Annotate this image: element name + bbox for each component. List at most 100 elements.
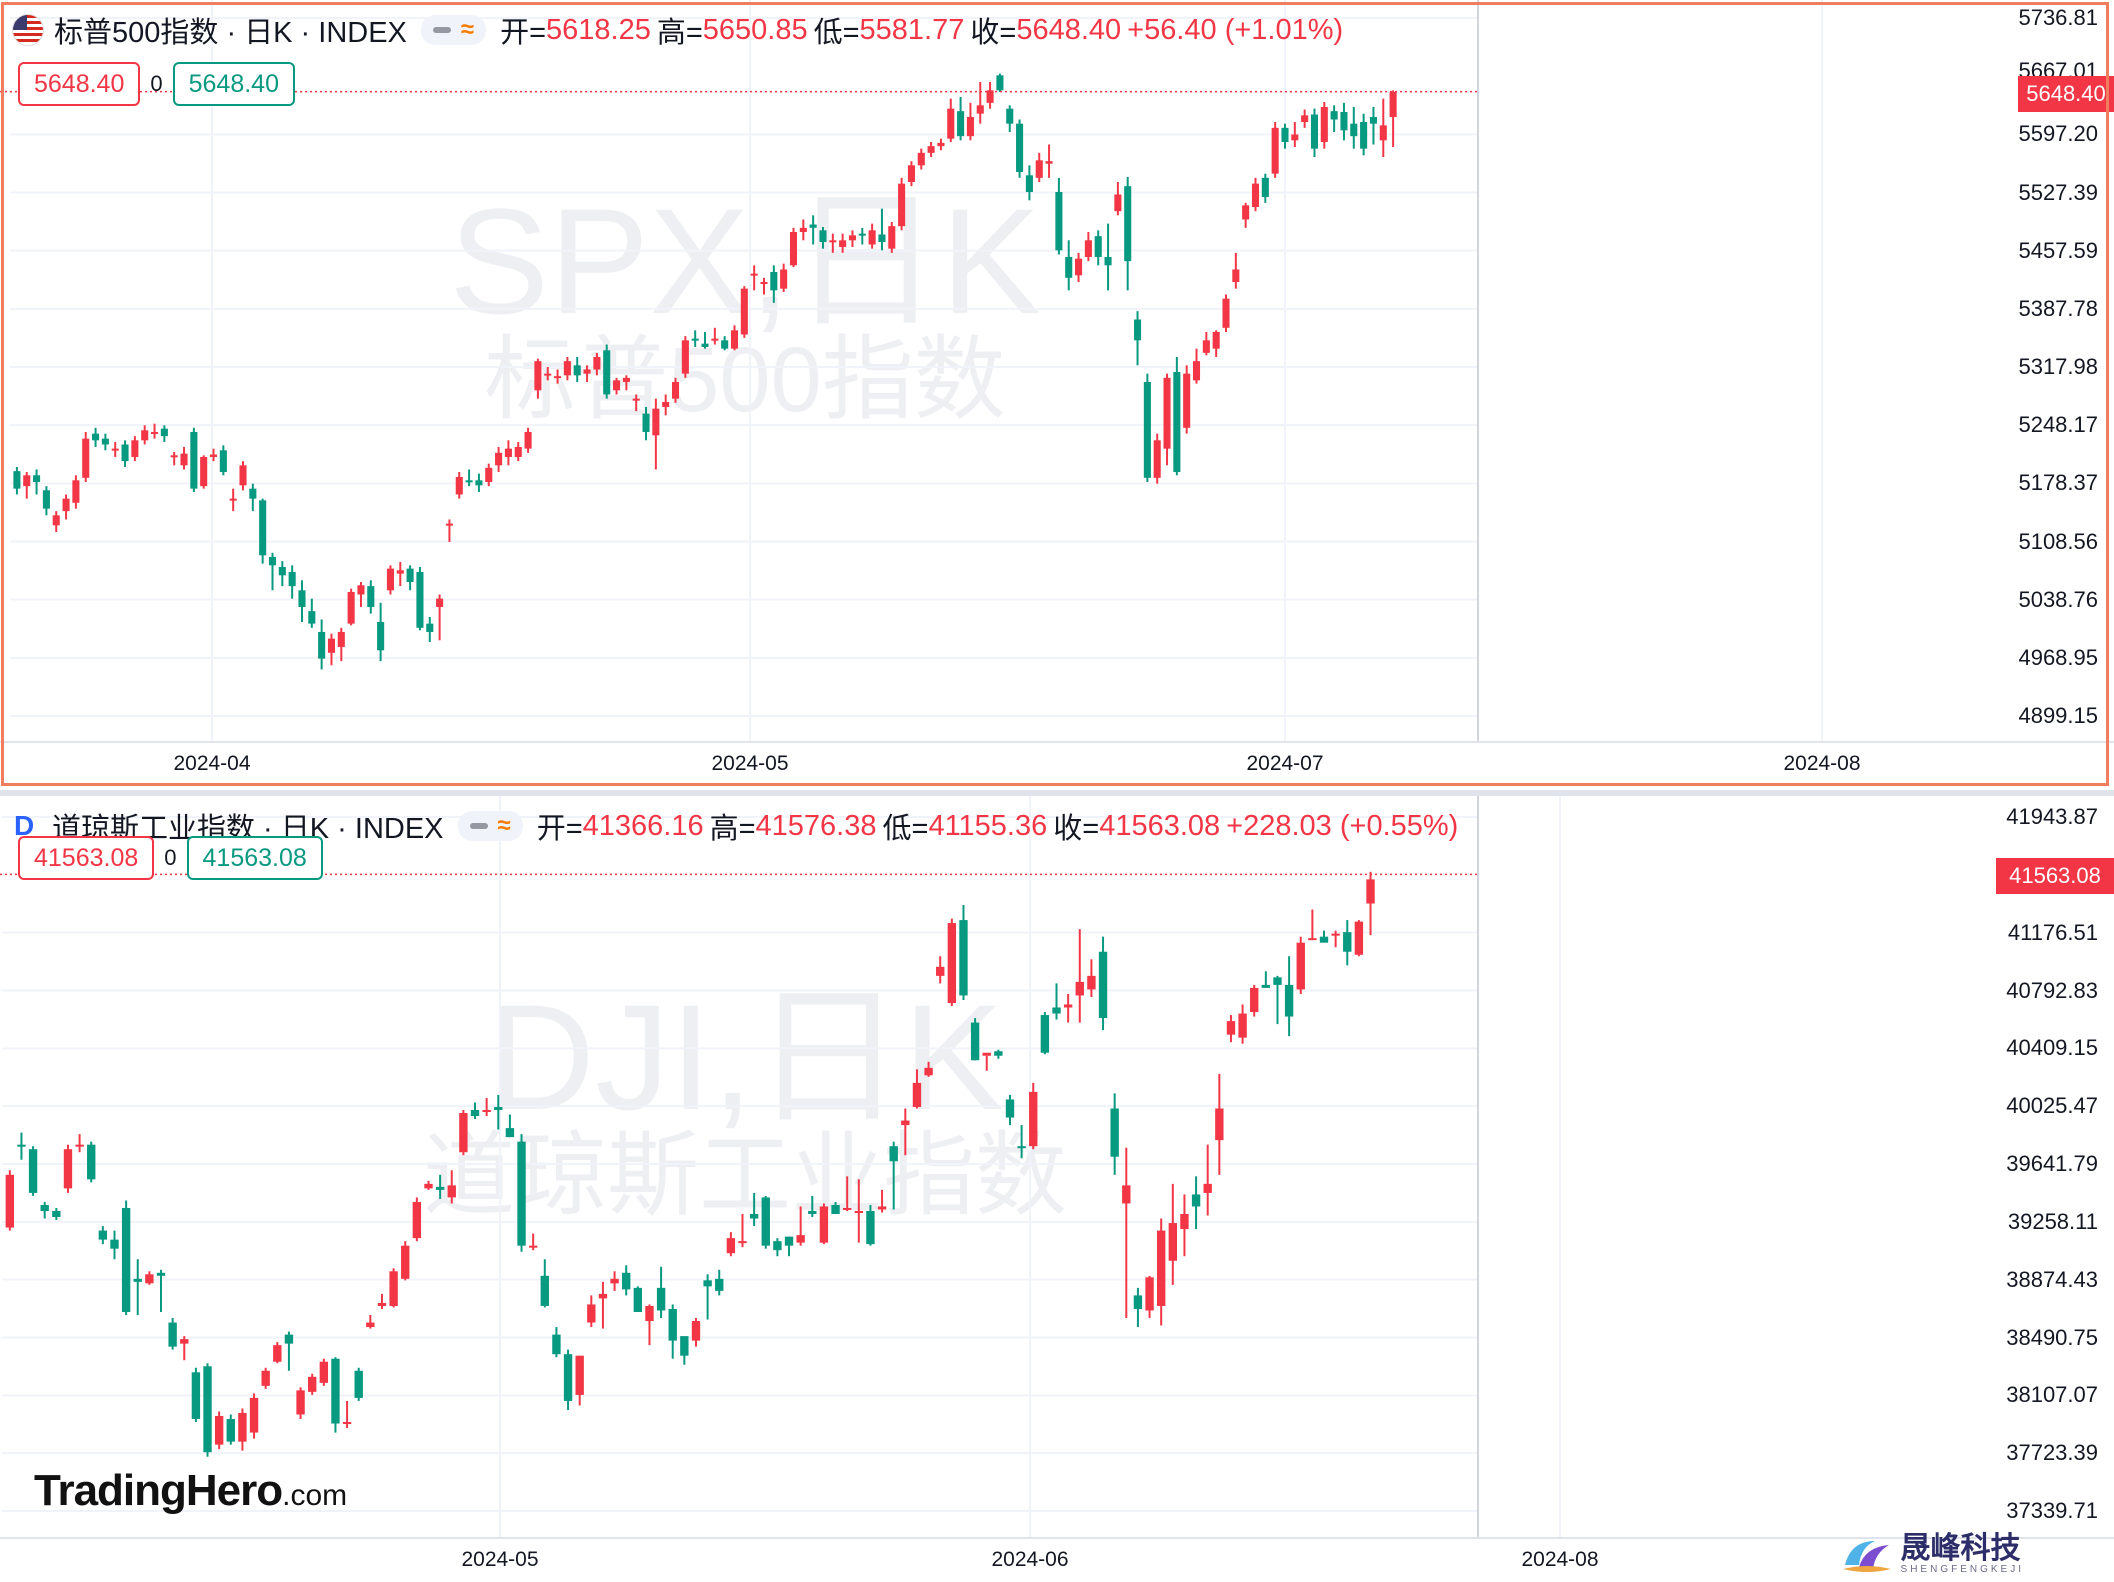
candle[interactable] (347, 588, 355, 626)
candle[interactable] (156, 1269, 166, 1312)
candle[interactable] (563, 1349, 573, 1410)
candle[interactable] (1098, 936, 1108, 1031)
candle[interactable] (996, 73, 1004, 93)
candle[interactable] (23, 471, 31, 499)
candle[interactable] (482, 1097, 491, 1117)
candle[interactable] (575, 1355, 584, 1406)
spx-chart-panel[interactable]: SPX,日K 标普500指数 标普500指数 · 日K · INDEX ≈ 开=… (0, 0, 2114, 790)
candle[interactable] (982, 1052, 991, 1071)
candle[interactable] (436, 594, 444, 641)
candle[interactable] (160, 425, 168, 442)
candle[interactable] (495, 446, 503, 472)
buy-price-box[interactable]: 41563.08 (186, 836, 323, 880)
candle[interactable] (1040, 1012, 1050, 1055)
candle[interactable] (1168, 1183, 1178, 1285)
candle[interactable] (726, 1232, 736, 1257)
panel-separator[interactable] (0, 790, 2114, 796)
candle[interactable] (42, 486, 50, 516)
candle[interactable] (1232, 252, 1240, 289)
candle[interactable] (72, 475, 80, 509)
collapse-icon[interactable] (432, 27, 451, 33)
candle[interactable] (528, 1233, 538, 1251)
candle[interactable] (459, 1110, 468, 1156)
candle[interactable] (587, 1295, 596, 1328)
candle[interactable] (296, 1387, 305, 1420)
candle[interactable] (927, 141, 935, 157)
candle[interactable] (976, 82, 984, 124)
candle[interactable] (937, 138, 945, 151)
candle[interactable] (671, 377, 680, 403)
candle[interactable] (898, 177, 906, 231)
candle[interactable] (796, 1206, 805, 1246)
candle[interactable] (1273, 975, 1282, 1025)
candle[interactable] (866, 1204, 875, 1246)
candle[interactable] (485, 463, 493, 487)
candle[interactable] (82, 431, 90, 482)
candle[interactable] (1284, 956, 1294, 1037)
candle[interactable] (1379, 98, 1387, 157)
candle[interactable] (1124, 176, 1132, 291)
collapse-icon[interactable] (469, 823, 488, 829)
candle[interactable] (573, 356, 581, 382)
candle[interactable] (426, 616, 434, 642)
candle[interactable] (1153, 433, 1161, 484)
candle[interactable] (1331, 930, 1340, 948)
candle[interactable] (924, 1061, 933, 1077)
candle[interactable] (691, 1318, 701, 1347)
candle[interactable] (907, 161, 915, 187)
candle[interactable] (645, 1304, 654, 1346)
candle[interactable] (424, 1180, 433, 1190)
candle[interactable] (691, 330, 699, 347)
candle[interactable] (278, 561, 286, 587)
candle[interactable] (331, 1357, 340, 1433)
candle[interactable] (1360, 113, 1368, 156)
dji-chart-panel[interactable]: DJI,日K 道琼斯工业指数 D 道琼斯工业指数 · 日K · INDEX ≈ … (0, 796, 2114, 1582)
candle[interactable] (959, 905, 968, 1000)
candle[interactable] (121, 1200, 131, 1316)
candle[interactable] (190, 427, 198, 492)
candle[interactable] (1006, 105, 1014, 133)
candle[interactable] (721, 336, 729, 351)
candle[interactable] (412, 1197, 422, 1242)
candle[interactable] (52, 511, 60, 532)
candle[interactable] (563, 356, 571, 381)
candle[interactable] (337, 627, 345, 662)
candle[interactable] (1320, 102, 1328, 149)
candle[interactable] (401, 1241, 410, 1281)
candle[interactable] (842, 1176, 852, 1211)
candle[interactable] (750, 265, 758, 291)
candle[interactable] (1180, 1194, 1189, 1257)
candle[interactable] (1203, 1144, 1212, 1216)
candle[interactable] (1251, 177, 1260, 212)
candle[interactable] (259, 498, 267, 564)
candle[interactable] (1063, 993, 1073, 1023)
candle[interactable] (1281, 123, 1289, 149)
candle[interactable] (1045, 144, 1053, 178)
candle[interactable] (150, 423, 159, 439)
candle[interactable] (475, 473, 483, 492)
candle[interactable] (1005, 1094, 1015, 1126)
candle[interactable] (180, 446, 188, 470)
candle[interactable] (789, 227, 798, 267)
candle[interactable] (1156, 1218, 1166, 1326)
candle[interactable] (1052, 983, 1061, 1020)
candle[interactable] (366, 1315, 375, 1329)
header-controls[interactable]: ≈ (420, 15, 487, 45)
candle[interactable] (200, 455, 208, 489)
candle[interactable] (1296, 936, 1305, 994)
candle[interactable] (1087, 959, 1096, 997)
candle[interactable] (1122, 1147, 1131, 1319)
candle[interactable] (1350, 107, 1358, 149)
candle[interactable] (552, 1327, 561, 1358)
candle[interactable] (819, 226, 827, 249)
candle[interactable] (416, 566, 424, 631)
candle[interactable] (854, 1179, 863, 1243)
candle[interactable] (770, 265, 778, 303)
candle[interactable] (1094, 230, 1102, 266)
candle[interactable] (447, 1170, 456, 1204)
candle[interactable] (809, 215, 817, 245)
candle[interactable] (298, 580, 306, 622)
buy-price-box[interactable]: 5648.40 (172, 62, 295, 106)
header-controls[interactable]: ≈ (457, 811, 523, 841)
candle[interactable] (1301, 109, 1309, 128)
